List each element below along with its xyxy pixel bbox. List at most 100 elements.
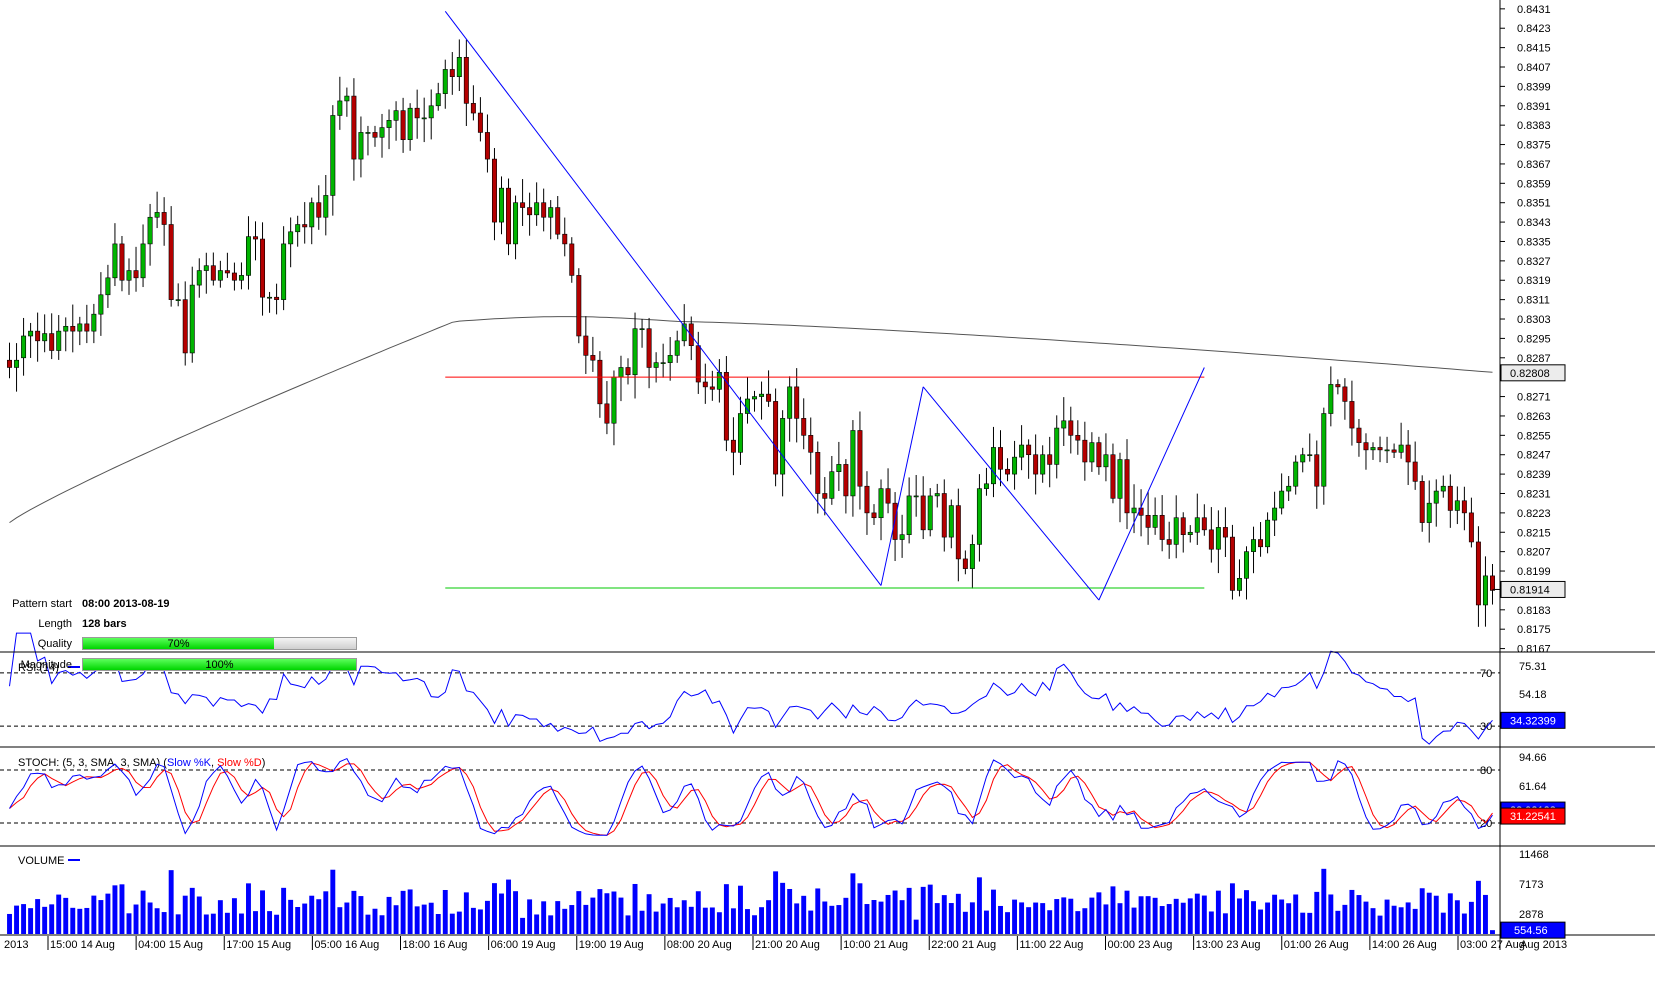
- candle-bull: [1244, 551, 1249, 579]
- volume-bar: [1384, 899, 1390, 934]
- volume-bar: [534, 914, 540, 934]
- candle-bear: [1208, 529, 1214, 550]
- length-value: 128 bars: [82, 618, 127, 630]
- stoch-k-line: [9, 757, 1493, 836]
- volume-bar: [14, 905, 20, 934]
- candle-bear: [604, 403, 610, 424]
- volume-bar: [274, 914, 280, 934]
- candle-bull: [948, 505, 954, 538]
- candle-bear: [372, 132, 378, 138]
- candle-bull: [878, 488, 884, 519]
- candle-bull: [1272, 507, 1278, 521]
- quality-bar: 70%: [82, 637, 357, 650]
- volume-bar: [780, 882, 786, 934]
- volume-bar: [1293, 894, 1299, 934]
- stoch-d-line: [9, 761, 1493, 836]
- volume-bar: [1138, 896, 1144, 934]
- candle-bear: [885, 488, 891, 504]
- candle-bear: [815, 451, 821, 494]
- rsi-last-label: 34.32399: [1510, 715, 1556, 727]
- volume-bar: [1440, 912, 1446, 934]
- rsi-tick-label: 75.31: [1519, 661, 1547, 673]
- volume-bar: [541, 901, 547, 934]
- volume-bar: [1447, 893, 1453, 934]
- candle-bear: [569, 243, 575, 276]
- candle-bear: [822, 493, 828, 499]
- volume-bar: [492, 883, 497, 934]
- volume-bar: [217, 900, 223, 934]
- volume-bar: [1490, 930, 1495, 934]
- price-tick-label: 0.8343: [1517, 217, 1551, 229]
- pattern-info-box: Pattern start 08:00 2013-08-19 Length 12…: [0, 596, 360, 686]
- stoch-label-prefix: STOCH: (5, 3, SMA, 3, SMA) (: [18, 757, 167, 769]
- candle-bull: [1173, 517, 1179, 545]
- volume-bar: [442, 889, 448, 934]
- volume-bar: [688, 906, 694, 934]
- volume-bar: [1307, 912, 1313, 934]
- volume-bar: [1054, 899, 1060, 934]
- candle-bull: [850, 430, 856, 497]
- x-tick-label: 22:00 21 Aug: [931, 939, 996, 951]
- candle-bull: [1454, 500, 1460, 511]
- volume-bar: [836, 905, 842, 934]
- price-tick-label: 0.8295: [1517, 333, 1551, 345]
- price-tick-label: 0.8319: [1517, 275, 1551, 287]
- volume-bar: [892, 890, 898, 934]
- candle-bull: [77, 323, 83, 332]
- price-tick-label: 0.8431: [1517, 4, 1551, 16]
- candle-bull: [927, 495, 933, 531]
- volume-bar: [56, 894, 62, 934]
- candle-bear: [962, 558, 968, 569]
- candle-bear: [161, 212, 167, 225]
- volume-bar: [737, 885, 743, 934]
- price-tick-label: 0.8415: [1517, 43, 1551, 55]
- x-tick-label: 18:00 16 Aug: [403, 939, 468, 951]
- x-tick-label: 15:00 14 Aug: [50, 939, 115, 951]
- candle-bull: [737, 413, 743, 453]
- candle-bear: [920, 495, 926, 531]
- stoch-panel[interactable]: STOCH: (5, 3, SMA, 3, SMA) (Slow %K, Slo…: [0, 757, 1500, 836]
- price-panel[interactable]: [7, 10, 1500, 627]
- volume-bar: [281, 887, 287, 934]
- volume-bar: [365, 914, 371, 934]
- volume-bar: [161, 912, 167, 934]
- volume-bar: [231, 898, 237, 934]
- candle-bull: [667, 355, 673, 363]
- candle-bull: [632, 328, 638, 376]
- volume-panel[interactable]: VOLUME: [7, 855, 1495, 934]
- pattern-line: [922, 386, 1100, 601]
- volume-bar: [955, 893, 961, 934]
- candle-bear: [84, 323, 90, 332]
- candle-bull: [295, 224, 301, 233]
- candle-bull: [358, 132, 364, 160]
- volume-bar: [878, 901, 884, 934]
- volume-bar: [555, 901, 561, 934]
- volume-bar: [77, 908, 83, 934]
- candle-bear: [583, 335, 589, 356]
- volume-bar: [1272, 894, 1278, 934]
- volume-bar: [1265, 902, 1271, 934]
- candle-bull: [217, 270, 223, 281]
- pattern-start-value: 08:00 2013-08-19: [82, 598, 170, 610]
- volume-bar: [1426, 892, 1432, 934]
- volume-bar: [716, 912, 722, 934]
- candle-bear: [1068, 420, 1074, 436]
- candle-bear: [400, 110, 406, 141]
- volume-bar: [913, 919, 919, 934]
- volume-bar: [1040, 903, 1046, 934]
- candle-bear: [1447, 485, 1453, 511]
- candle-bear: [1391, 449, 1397, 453]
- volume-bar: [168, 870, 174, 934]
- candle-bear: [597, 359, 603, 405]
- candle-bull: [337, 100, 343, 116]
- candle-bear: [1159, 514, 1165, 540]
- candle-bull: [1215, 527, 1221, 550]
- candle-bear: [766, 393, 772, 402]
- candle-bear: [1229, 536, 1235, 591]
- candle-bear: [625, 367, 631, 376]
- quality-label: Quality: [37, 638, 72, 650]
- magnitude-bar: 100%: [82, 658, 357, 671]
- candle-bull: [780, 418, 786, 475]
